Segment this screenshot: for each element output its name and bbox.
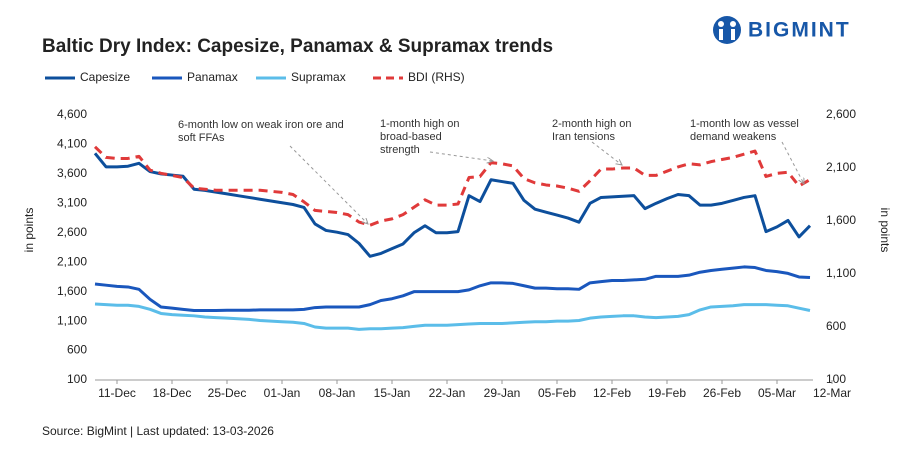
annotation-arrow <box>591 141 622 165</box>
y2-tick-label: 2,600 <box>826 107 856 121</box>
y-tick-label: 600 <box>67 343 87 357</box>
x-tick-label: 15-Jan <box>374 386 411 400</box>
annotation-text: Iran tensions <box>552 131 615 143</box>
x-tick-label: 19-Feb <box>648 386 686 400</box>
annotation-text: strength <box>380 144 420 156</box>
y-tick-label: 3,100 <box>57 196 87 210</box>
logo-icon-dot <box>718 21 724 27</box>
y2-tick-label: 600 <box>826 319 846 333</box>
y2-axis-label: in points <box>878 208 892 253</box>
x-tick-label: 25-Dec <box>208 386 247 400</box>
y2-tick-label: 2,100 <box>826 160 856 174</box>
annotation-text: 1-month high on <box>380 118 460 130</box>
x-tick-label: 05-Feb <box>538 386 576 400</box>
y-tick-label: 100 <box>67 372 87 386</box>
source-note: Source: BigMint | Last updated: 13-03-20… <box>42 424 274 438</box>
logo: BIGMINT <box>713 16 851 44</box>
logo-icon-bar <box>719 29 723 40</box>
legend-label: Panamax <box>187 70 238 84</box>
y-tick-label: 2,100 <box>57 254 87 268</box>
y-axis-label: in points <box>22 208 36 253</box>
x-tick-label: 29-Jan <box>484 386 521 400</box>
annotation-arrow <box>289 145 368 224</box>
chart-title: Baltic Dry Index: Capesize, Panamax & Su… <box>42 36 553 57</box>
y-tick-label: 1,600 <box>57 284 87 298</box>
series-line <box>94 302 811 331</box>
annotation-text: demand weakens <box>690 131 777 143</box>
y2-tick-label: 1,600 <box>826 213 856 227</box>
logo-icon-dot <box>730 21 736 27</box>
x-tick-label: 08-Jan <box>319 386 356 400</box>
y-tick-label: 2,600 <box>57 225 87 239</box>
x-tick-label: 26-Feb <box>703 386 741 400</box>
x-tick-label: 01-Jan <box>264 386 301 400</box>
series-line <box>94 265 811 313</box>
annotation-text: broad-based <box>380 131 442 143</box>
y2-tick-label: 1,100 <box>826 266 856 280</box>
annotation-text: 6-month low on weak iron ore and <box>178 119 344 131</box>
x-tick-label: 22-Jan <box>429 386 466 400</box>
annotation-text: 2-month high on <box>552 118 632 130</box>
series-line <box>93 152 812 258</box>
legend-label: Capesize <box>80 70 130 84</box>
y-tick-label: 1,100 <box>57 313 87 327</box>
annotation-text: 1-month low as vessel <box>690 118 799 130</box>
annotation-arrow <box>781 141 804 184</box>
series-line <box>93 145 811 227</box>
x-tick-label: 05-Mar <box>758 386 796 400</box>
x-tick-label: 12-Mar <box>813 386 851 400</box>
logo-text: BIGMINT <box>748 19 851 42</box>
legend-label: BDI (RHS) <box>408 70 465 84</box>
logo-icon <box>713 16 741 44</box>
x-tick-label: 18-Dec <box>153 386 192 400</box>
x-tick-label: 12-Feb <box>593 386 631 400</box>
y-tick-label: 4,600 <box>57 107 87 121</box>
legend-label: Supramax <box>291 70 346 84</box>
annotation-text: soft FFAs <box>178 132 225 144</box>
logo-icon-bar <box>731 29 735 40</box>
annotation-arrow <box>429 151 493 161</box>
y-tick-label: 4,100 <box>57 137 87 151</box>
y2-tick-label: 100 <box>826 372 846 386</box>
x-tick-label: 11-Dec <box>98 386 136 400</box>
y-tick-label: 3,600 <box>57 166 87 180</box>
